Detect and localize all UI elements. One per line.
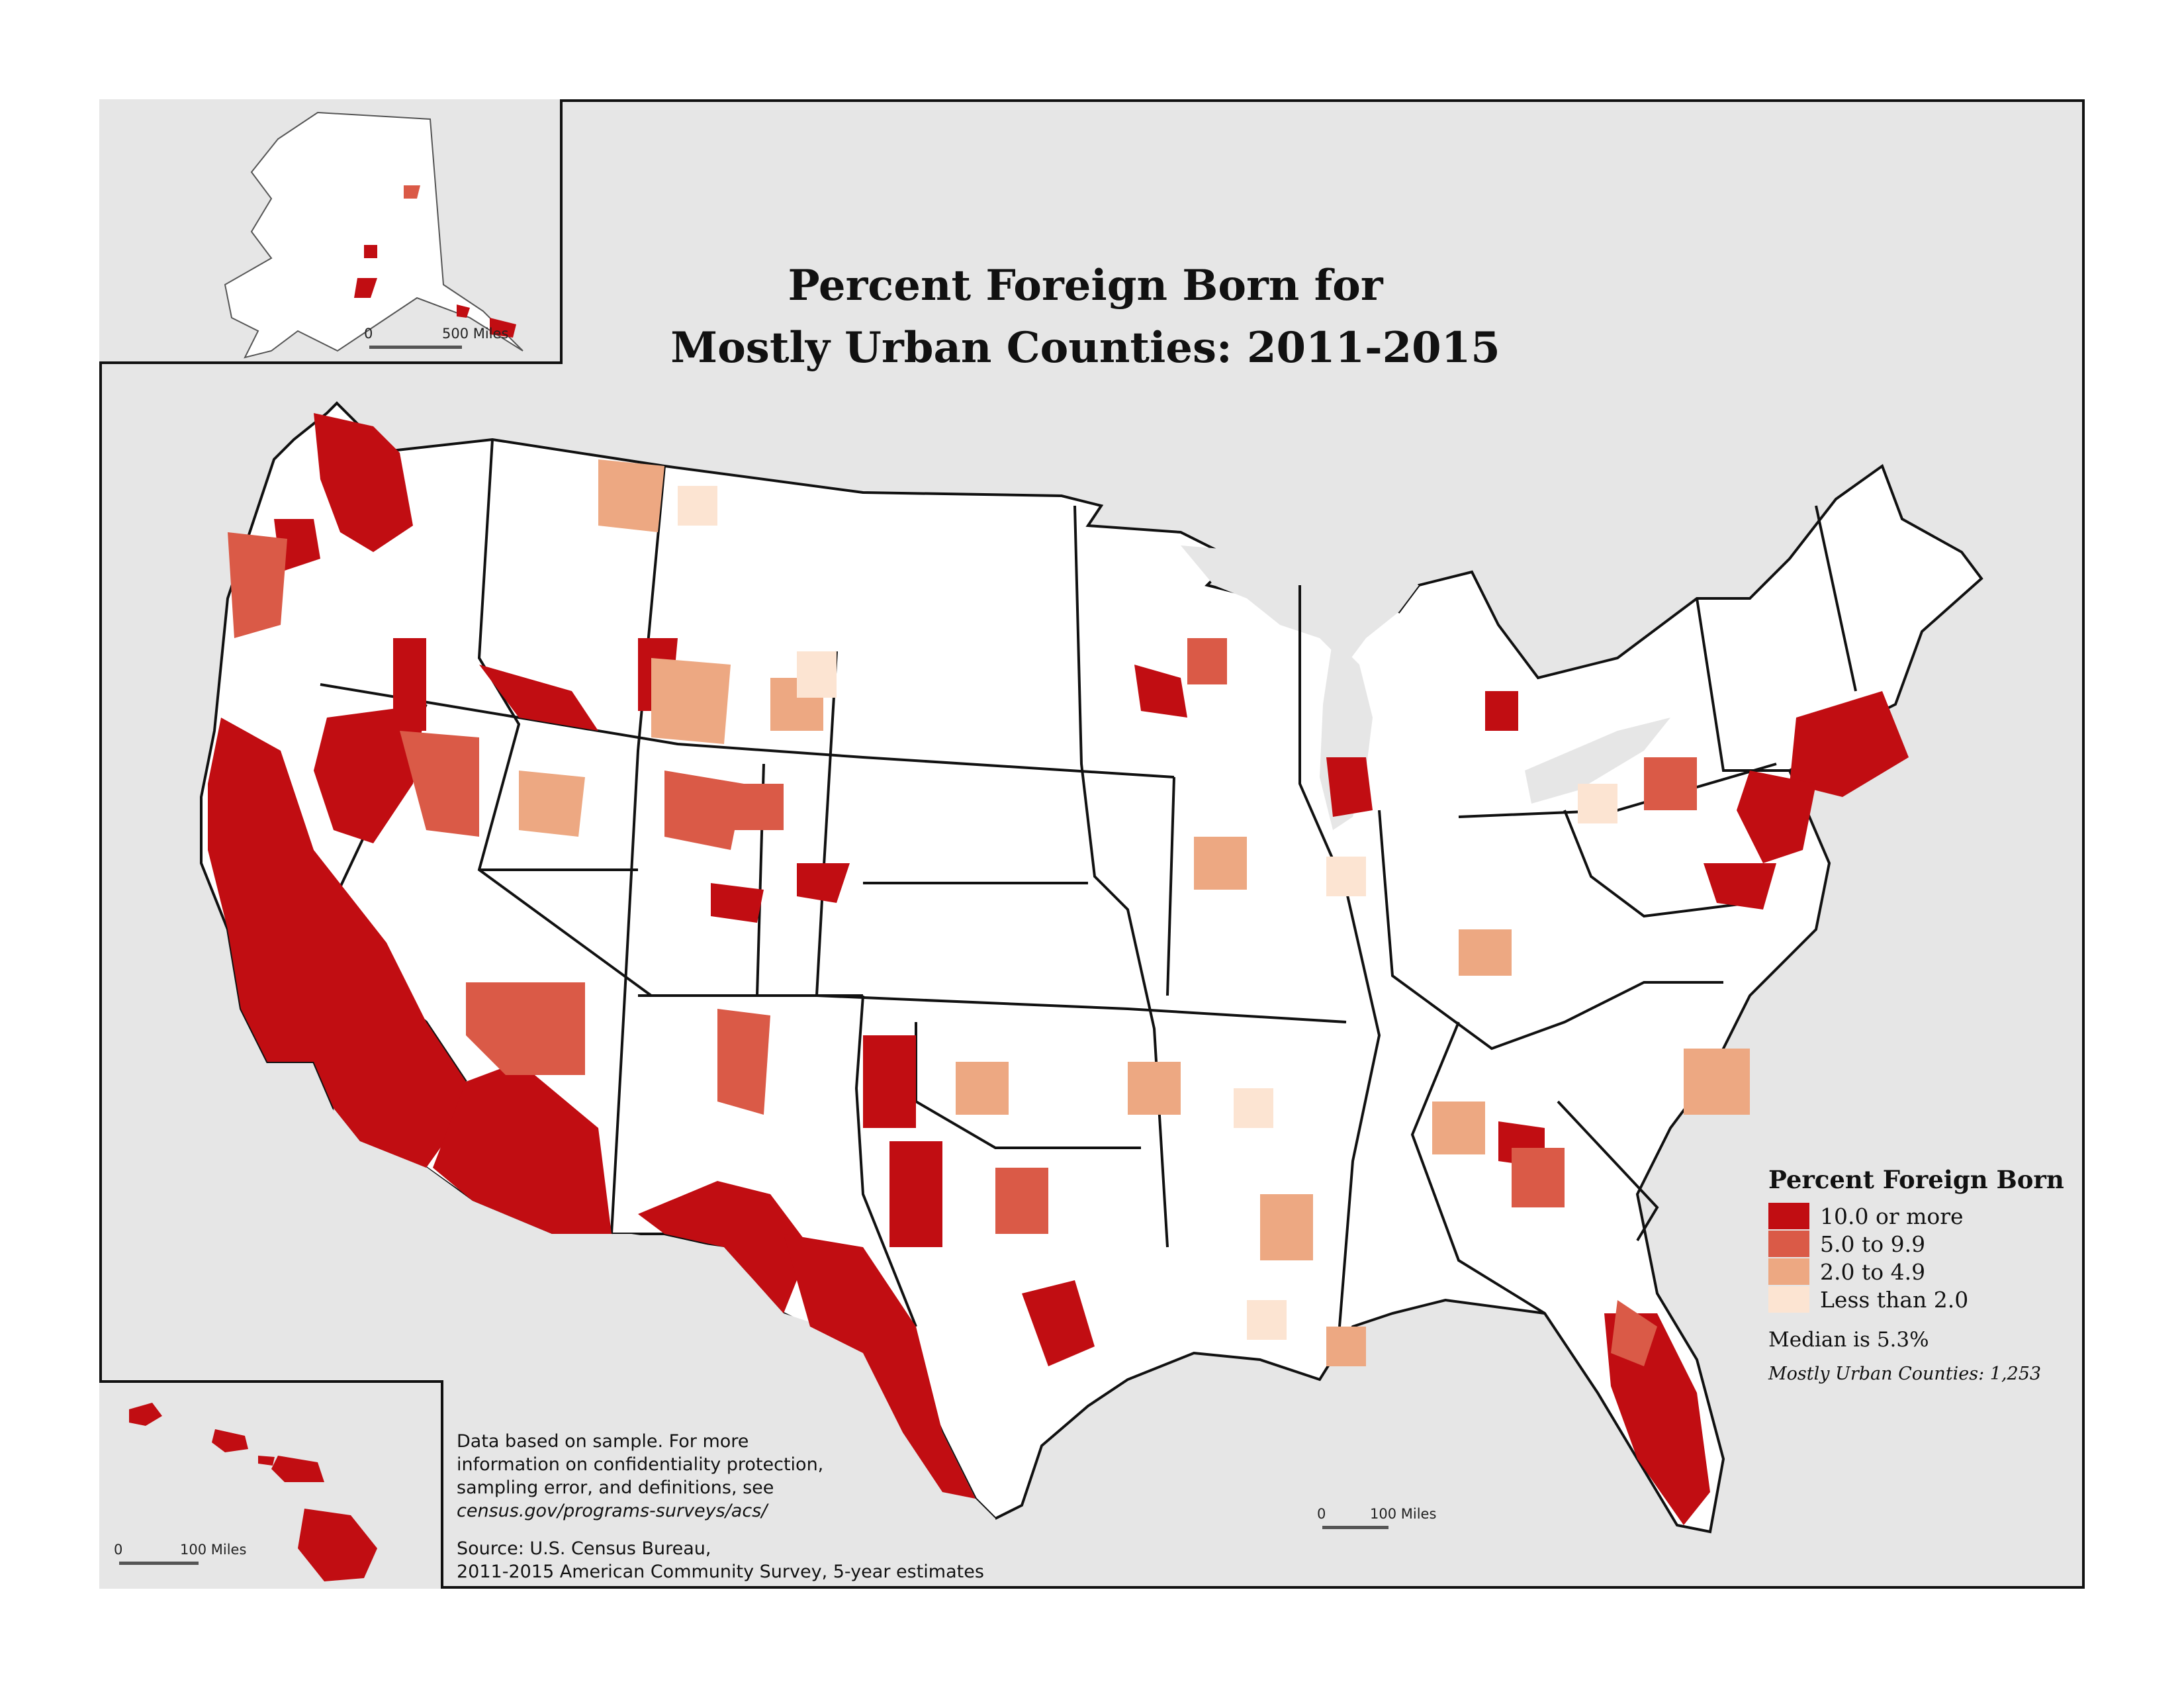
alaska-map bbox=[224, 111, 523, 359]
note-gap bbox=[457, 1523, 999, 1537]
map-frame bbox=[99, 99, 2085, 1589]
legend-title: Percent Foreign Born bbox=[1768, 1165, 2064, 1194]
map-title-line1: Percent Foreign Born for bbox=[788, 261, 1383, 310]
legend-median: Median is 5.3% bbox=[1768, 1328, 1929, 1352]
lake-erie bbox=[1525, 718, 1670, 804]
note-line-3: sampling error, and definitions, see bbox=[457, 1477, 774, 1498]
source-line-1: Source: U.S. Census Bureau, bbox=[457, 1538, 711, 1559]
counties-10-plus bbox=[208, 413, 1909, 1525]
legend-row-5-to-9: 5.0 to 9.9 bbox=[1768, 1230, 2079, 1258]
alaska-scalebar-label: 500 Miles bbox=[442, 326, 509, 342]
map-title-line2: Mostly Urban Counties: 2011-2015 bbox=[670, 323, 1500, 373]
hawaii-maui bbox=[271, 1456, 324, 1482]
alaska-county-south bbox=[364, 245, 377, 258]
alaska-county-anchorage bbox=[404, 185, 420, 199]
alaska-county-juneau bbox=[490, 318, 516, 338]
hawaii-scalebar-line bbox=[119, 1562, 199, 1565]
hawaii-oahu bbox=[212, 1429, 248, 1452]
legend-swatch-5-to-9 bbox=[1768, 1231, 1809, 1257]
note-link[interactable]: census.gov/programs-surveys/acs/ bbox=[457, 1501, 768, 1521]
main-map bbox=[102, 102, 2082, 1586]
hawaii-map bbox=[129, 1403, 377, 1581]
alaska-inset: 0 500 Miles bbox=[99, 99, 563, 364]
hawaii-scalebar-label: 100 Miles bbox=[180, 1542, 247, 1558]
counties-5-to-9 bbox=[228, 532, 1697, 1366]
counties-2-to-4 bbox=[519, 459, 1750, 1366]
hawaii-inset: 0 100 Miles bbox=[99, 1380, 443, 1589]
main-scalebar-line bbox=[1322, 1526, 1388, 1529]
legend-row-2-to-4: 2.0 to 4.9 bbox=[1768, 1258, 2079, 1286]
note-line-2: information on confidentiality protectio… bbox=[457, 1454, 824, 1475]
alaska-county-southeast bbox=[457, 305, 470, 318]
main-scalebar-zero: 0 bbox=[1317, 1506, 1326, 1522]
legend-swatch-10-plus bbox=[1768, 1203, 1809, 1229]
hawaii-big-island bbox=[298, 1509, 377, 1581]
alaska-county-kodiak bbox=[354, 278, 377, 298]
alaska-scalebar-line bbox=[369, 346, 462, 349]
legend-label-10-plus: 10.0 or more bbox=[1820, 1203, 1964, 1229]
mexico-land bbox=[334, 1108, 1008, 1586]
hawaii-molokai bbox=[258, 1456, 275, 1466]
legend-row-10-plus: 10.0 or more bbox=[1768, 1202, 2079, 1230]
legend-row-under-2: Less than 2.0 bbox=[1768, 1286, 2079, 1313]
note-line-1: Data based on sample. For more bbox=[457, 1431, 749, 1452]
alaska-scalebar-zero: 0 bbox=[364, 326, 373, 342]
legend: Percent Foreign Born 10.0 or more 5.0 to… bbox=[1768, 1165, 2079, 1384]
legend-county-count: Mostly Urban Counties: 1,253 bbox=[1768, 1364, 2042, 1384]
hawaii-scalebar-zero: 0 bbox=[114, 1542, 123, 1558]
legend-swatch-under-2 bbox=[1768, 1286, 1809, 1313]
source-notes: Data based on sample. For more informati… bbox=[457, 1430, 999, 1583]
legend-label-5-to-9: 5.0 to 9.9 bbox=[1820, 1231, 1926, 1257]
hawaii-kauai bbox=[129, 1403, 162, 1426]
legend-swatch-2-to-4 bbox=[1768, 1258, 1809, 1285]
canada-land bbox=[102, 102, 2082, 691]
main-scalebar-label: 100 Miles bbox=[1370, 1506, 1437, 1522]
map-title: Percent Foreign Born for Mostly Urban Co… bbox=[596, 255, 1575, 379]
source-line-2: 2011-2015 American Community Survey, 5-y… bbox=[457, 1562, 984, 1582]
counties-under-2 bbox=[678, 486, 1617, 1340]
alaska-land bbox=[224, 111, 523, 359]
legend-label-2-to-4: 2.0 to 4.9 bbox=[1820, 1258, 1926, 1285]
legend-label-under-2: Less than 2.0 bbox=[1820, 1286, 1969, 1313]
